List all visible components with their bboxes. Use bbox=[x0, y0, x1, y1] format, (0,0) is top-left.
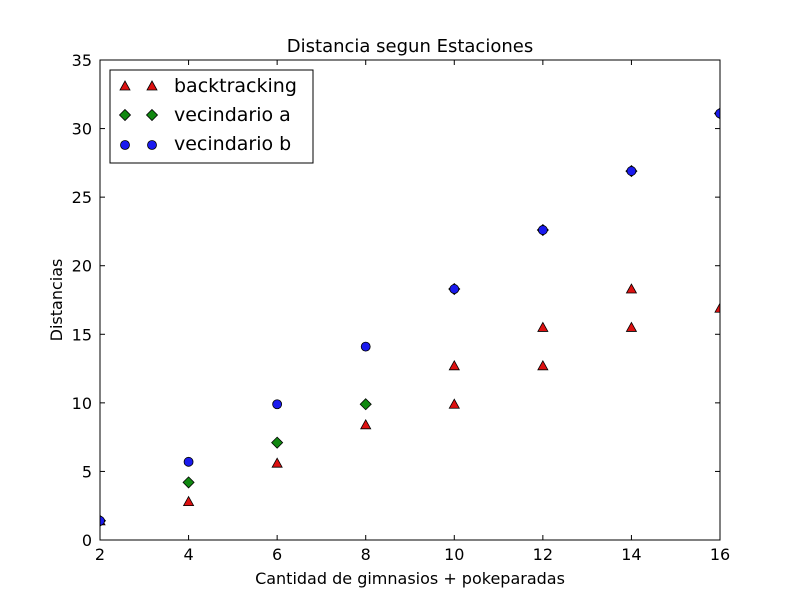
x-tick-label: 6 bbox=[272, 545, 282, 564]
point-backtracking bbox=[448, 360, 460, 371]
legend-marker-vecindario-b bbox=[120, 140, 130, 150]
y-tick-label: 30 bbox=[72, 120, 92, 139]
legend-marker-vecindario-a bbox=[145, 108, 159, 122]
point-vecindario-a bbox=[271, 436, 284, 449]
point-backtracking bbox=[625, 283, 638, 294]
point-backtracking bbox=[714, 302, 720, 313]
point-backtracking bbox=[448, 398, 460, 409]
plot-frame bbox=[99, 59, 721, 541]
point-backtracking bbox=[271, 457, 283, 468]
y-tick-label: 5 bbox=[82, 462, 92, 481]
series-backtracking bbox=[100, 283, 720, 526]
point-backtracking bbox=[625, 321, 638, 332]
point-vecindario-b bbox=[272, 399, 283, 410]
x-axis-label: Cantidad de gimnasios + pokeparadas bbox=[255, 569, 565, 588]
legend-marker-vecindario-b bbox=[147, 140, 157, 150]
series-vecindario-b bbox=[100, 108, 720, 526]
axis-ticks: 2 4 6 8 10 12 14 16 0 5 10 15 20 25 30 35 bbox=[72, 51, 731, 564]
x-tick-label: 10 bbox=[444, 545, 464, 564]
legend-label-backtracking: backtracking bbox=[174, 75, 297, 97]
data-marks bbox=[100, 107, 720, 527]
legend-label-vecindario-a: vecindario a bbox=[174, 104, 291, 126]
x-tick-label: 16 bbox=[710, 545, 730, 564]
point-vecindario-a bbox=[359, 398, 372, 411]
point-vecindario-a bbox=[182, 476, 195, 489]
point-backtracking bbox=[537, 321, 549, 332]
legend-markers bbox=[118, 80, 159, 150]
legend-marker-backtracking bbox=[119, 80, 131, 91]
y-tick-label: 15 bbox=[72, 325, 92, 344]
x-tick-label: 8 bbox=[361, 545, 371, 564]
point-vecindario-b bbox=[449, 284, 460, 294]
y-tick-label: 20 bbox=[72, 257, 92, 276]
x-tick-label: 14 bbox=[621, 545, 641, 564]
point-vecindario-b bbox=[100, 515, 105, 526]
point-vecindario-b bbox=[183, 456, 194, 467]
point-vecindario-b bbox=[537, 225, 548, 235]
y-tick-label: 35 bbox=[72, 51, 92, 70]
point-backtracking bbox=[182, 495, 195, 507]
point-vecindario-b bbox=[626, 166, 637, 176]
y-tick-label: 25 bbox=[72, 188, 92, 207]
point-vecindario-b bbox=[360, 341, 371, 352]
chart-title: Distancia segun Estaciones bbox=[287, 36, 533, 57]
legend: backtracking vecindario a vecindario b bbox=[109, 69, 314, 164]
legend-box bbox=[109, 69, 314, 164]
x-tick-label: 2 bbox=[95, 545, 105, 564]
point-backtracking bbox=[537, 360, 549, 371]
y-axis-label: Distancias bbox=[47, 259, 66, 342]
legend-label-vecindario-b: vecindario b bbox=[174, 133, 291, 155]
x-tick-label: 4 bbox=[183, 545, 193, 564]
plot-area bbox=[100, 107, 720, 527]
legend-marker-vecindario-a bbox=[118, 108, 132, 122]
point-vecindario-b bbox=[715, 108, 720, 119]
legend-marker-backtracking bbox=[146, 80, 158, 91]
point-backtracking bbox=[360, 418, 372, 430]
y-tick-label: 10 bbox=[72, 394, 92, 413]
y-tick-label: 0 bbox=[82, 531, 92, 550]
x-tick-label: 12 bbox=[533, 545, 553, 564]
